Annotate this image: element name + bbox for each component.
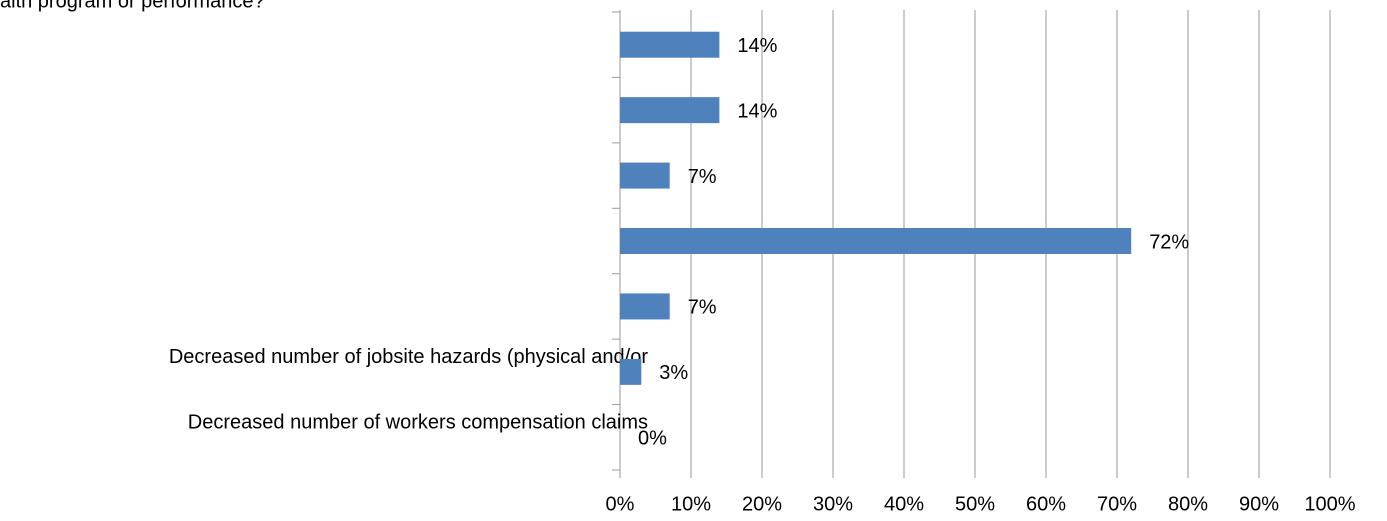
bar: [620, 358, 642, 385]
data-label: 7%: [688, 166, 717, 188]
x-tick-label: 40%: [884, 493, 924, 515]
y-tick-label: Decreased number of workers compensation…: [188, 412, 648, 434]
y-tick-label: Decreased number of jobsite hazards (phy…: [169, 346, 648, 368]
x-tick-label: 50%: [955, 493, 995, 515]
x-tick-label: 90%: [1239, 493, 1279, 515]
bar: [620, 162, 670, 189]
x-tick-label: 0%: [606, 493, 635, 515]
bar: [620, 293, 670, 320]
bar: [620, 31, 720, 58]
x-tick-label: 100%: [1304, 493, 1355, 515]
bar: [620, 228, 1132, 254]
chart-title: alth program or performance?: [0, 0, 265, 12]
x-tick-label: 10%: [671, 493, 711, 515]
x-tick-label: 20%: [742, 493, 782, 515]
x-tick-label: 30%: [813, 493, 853, 515]
bar: [620, 97, 720, 124]
x-tick-label: 60%: [1026, 493, 1066, 515]
data-label: 72%: [1149, 231, 1189, 253]
x-tick-label: 70%: [1097, 493, 1137, 515]
data-label: 7%: [688, 297, 717, 319]
data-label: 14%: [737, 35, 777, 57]
data-label: 0%: [638, 428, 667, 450]
data-label: 3%: [659, 362, 688, 384]
x-tick-label: 80%: [1168, 493, 1208, 515]
data-label: 14%: [737, 100, 777, 122]
